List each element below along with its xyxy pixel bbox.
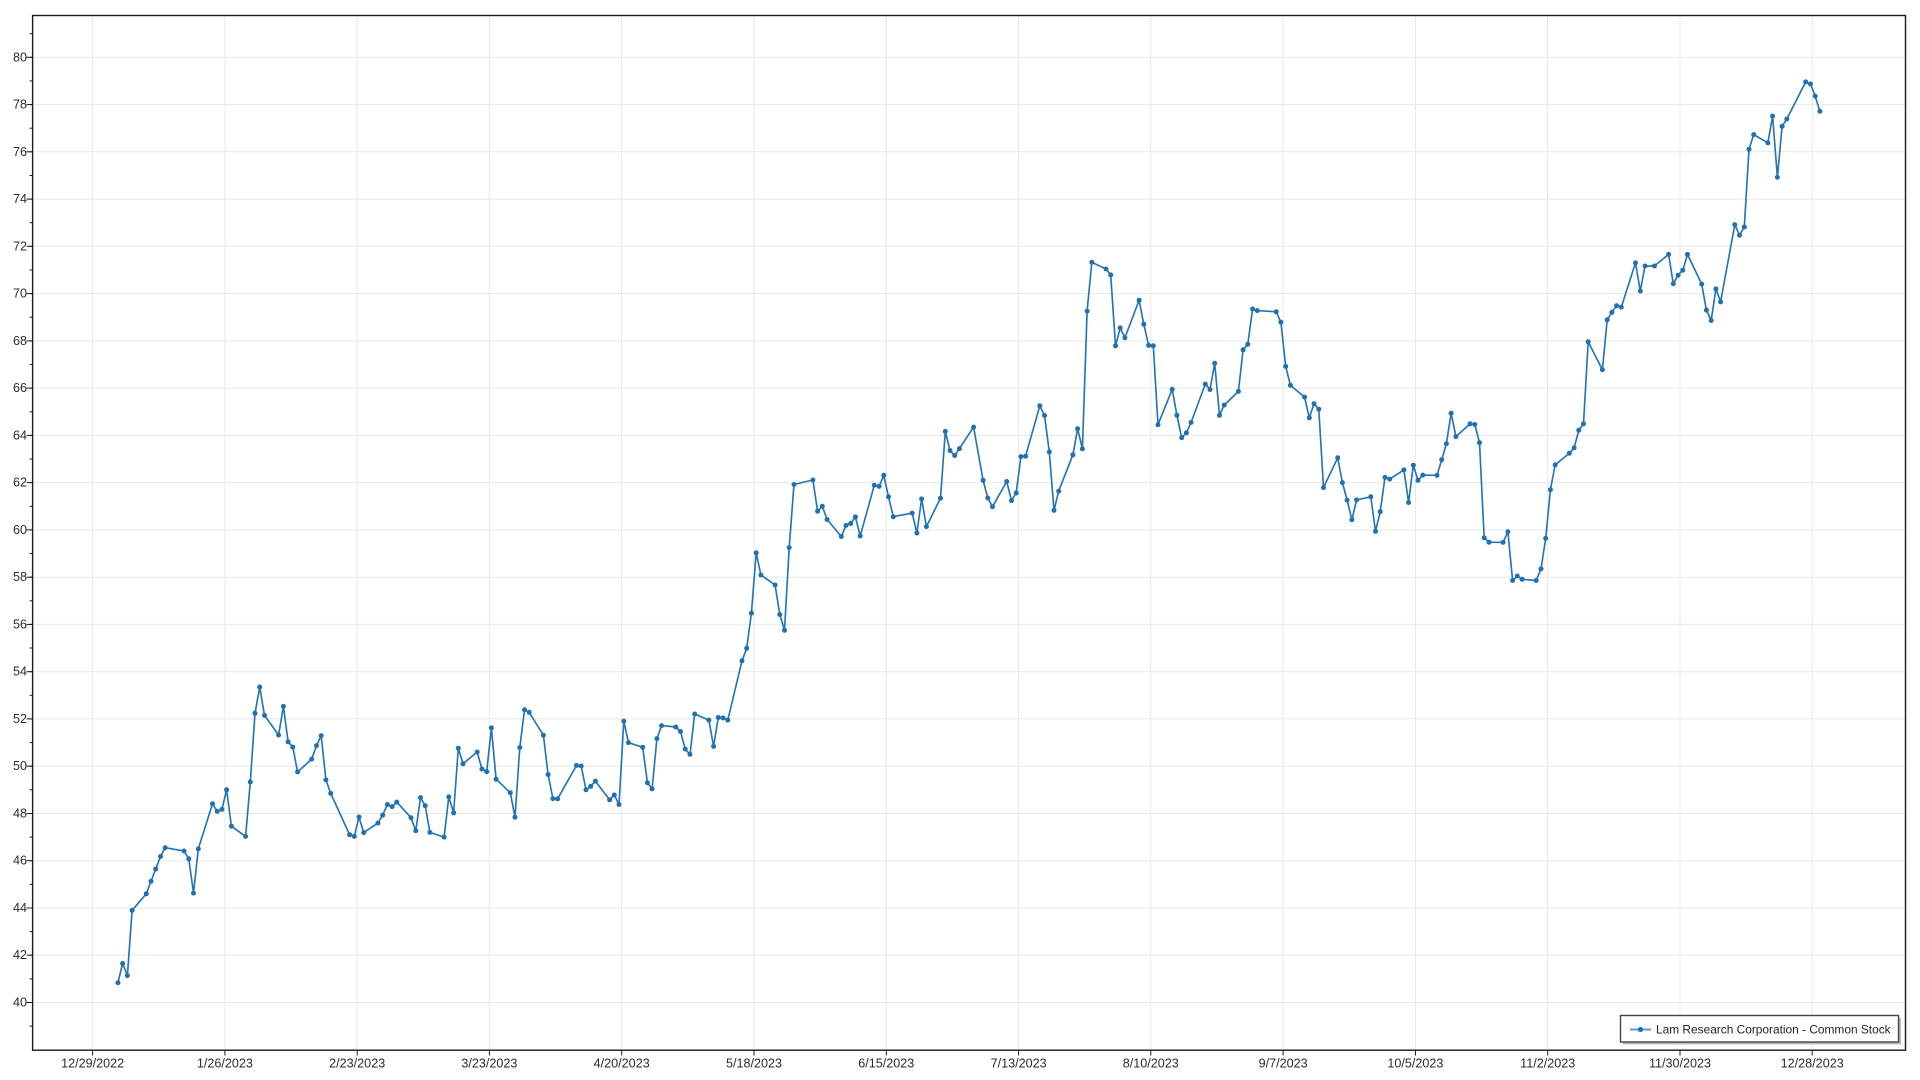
svg-text:5/18/2023: 5/18/2023 bbox=[726, 1056, 782, 1070]
svg-text:2/23/2023: 2/23/2023 bbox=[329, 1056, 385, 1070]
svg-text:8/10/2023: 8/10/2023 bbox=[1123, 1056, 1179, 1070]
svg-text:68: 68 bbox=[13, 334, 27, 348]
svg-text:58: 58 bbox=[13, 570, 27, 584]
svg-text:10/5/2023: 10/5/2023 bbox=[1387, 1056, 1443, 1070]
svg-text:42: 42 bbox=[13, 948, 27, 962]
svg-text:4/20/2023: 4/20/2023 bbox=[594, 1056, 650, 1070]
svg-text:46: 46 bbox=[13, 854, 27, 868]
svg-text:76: 76 bbox=[13, 145, 27, 159]
svg-text:72: 72 bbox=[13, 239, 27, 253]
svg-text:74: 74 bbox=[13, 192, 27, 206]
svg-text:9/7/2023: 9/7/2023 bbox=[1259, 1056, 1308, 1070]
svg-text:6/15/2023: 6/15/2023 bbox=[858, 1056, 914, 1070]
svg-text:66: 66 bbox=[13, 381, 27, 395]
svg-text:11/30/2023: 11/30/2023 bbox=[1649, 1056, 1711, 1070]
svg-text:54: 54 bbox=[13, 665, 27, 679]
svg-text:62: 62 bbox=[13, 476, 27, 490]
svg-text:3/23/2023: 3/23/2023 bbox=[461, 1056, 517, 1070]
svg-text:56: 56 bbox=[13, 617, 27, 631]
svg-text:50: 50 bbox=[13, 759, 27, 773]
svg-text:70: 70 bbox=[13, 287, 27, 301]
svg-text:44: 44 bbox=[13, 901, 27, 915]
svg-text:40: 40 bbox=[13, 996, 27, 1010]
svg-text:12/28/2023: 12/28/2023 bbox=[1781, 1056, 1844, 1070]
svg-text:12/29/2022: 12/29/2022 bbox=[61, 1056, 124, 1070]
svg-text:48: 48 bbox=[13, 807, 27, 821]
svg-text:7/13/2023: 7/13/2023 bbox=[991, 1056, 1047, 1070]
svg-text:1/26/2023: 1/26/2023 bbox=[197, 1056, 253, 1070]
svg-text:11/2/2023: 11/2/2023 bbox=[1520, 1056, 1575, 1070]
svg-text:60: 60 bbox=[13, 523, 27, 537]
svg-text:52: 52 bbox=[13, 712, 27, 726]
svg-text:64: 64 bbox=[13, 428, 27, 442]
svg-text:78: 78 bbox=[13, 98, 27, 112]
svg-text:80: 80 bbox=[13, 50, 27, 64]
svg-text:Lam Research Corporation - Com: Lam Research Corporation - Common Stock bbox=[1656, 1023, 1891, 1037]
